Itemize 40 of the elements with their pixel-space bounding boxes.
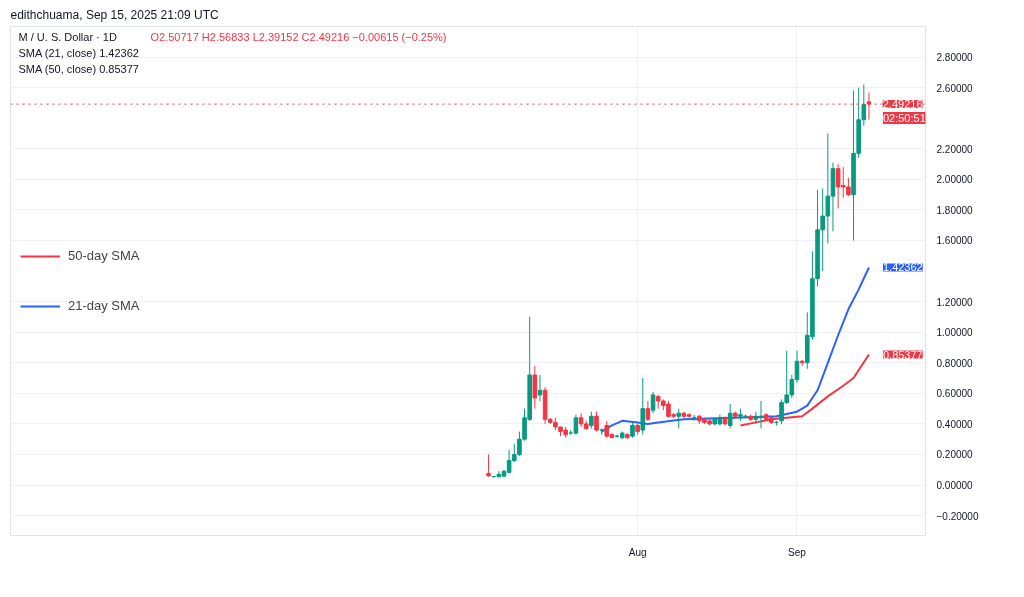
annotation: 0.85377 xyxy=(882,348,923,361)
y-tick-label: 2.60000 xyxy=(936,82,974,94)
line-series xyxy=(739,353,870,427)
y-tick-label: 0.20000 xyxy=(936,449,974,461)
annotation: SMA (50, close) 0.85377 xyxy=(18,62,139,75)
y-tick-label: 1.00000 xyxy=(936,327,974,339)
y-tick-label: 2.80000 xyxy=(936,52,974,64)
y-tick-label: 0.80000 xyxy=(936,357,974,369)
ref-line-label: 2.49216 xyxy=(882,98,923,111)
candlestick xyxy=(676,408,682,429)
y-tick-label: 2.00000 xyxy=(936,174,974,186)
annotation: 02:50:51 xyxy=(882,112,926,125)
y-tick-label: 1.80000 xyxy=(936,204,974,216)
y-tick-label: 1.20000 xyxy=(936,296,974,308)
candlestick xyxy=(486,453,491,478)
candlestick xyxy=(753,411,759,425)
candlestick xyxy=(645,400,651,422)
y-tick-label: 0.00000 xyxy=(936,480,974,492)
chart-subtitle: O2.50717 H2.56833 L2.39152 C2.49216 −0.00615 (−0.25%) xyxy=(150,30,447,43)
annotation: 1.42362 xyxy=(882,261,923,274)
candlestick xyxy=(594,411,599,433)
y-tick-label: −0.20000 xyxy=(936,510,979,522)
x-tick-label: Sep xyxy=(788,546,807,558)
y-tick-label: 1.60000 xyxy=(936,235,974,247)
legend-label: 21-day SMA xyxy=(68,298,140,313)
x-tick-label: Aug xyxy=(628,546,647,558)
y-tick-label: 2.20000 xyxy=(936,143,974,155)
text: edithchuama, Sep 15, 2025 21:09 UTC xyxy=(10,7,219,22)
candlestick xyxy=(537,374,543,402)
candlestick xyxy=(573,414,579,436)
annotation: SMA (21, close) 1.42362 xyxy=(18,46,139,59)
y-tick-label: 0.60000 xyxy=(936,388,974,400)
chart-title: M / U. S. Dollar · 1D xyxy=(18,30,117,43)
candlestick xyxy=(532,365,538,410)
candlestick xyxy=(640,377,646,436)
y-tick-label: 0.40000 xyxy=(936,418,974,430)
candlestick xyxy=(650,391,656,414)
candlestick xyxy=(799,359,805,367)
candlestick xyxy=(727,403,733,429)
legend-label: 50-day SMA xyxy=(68,248,140,263)
